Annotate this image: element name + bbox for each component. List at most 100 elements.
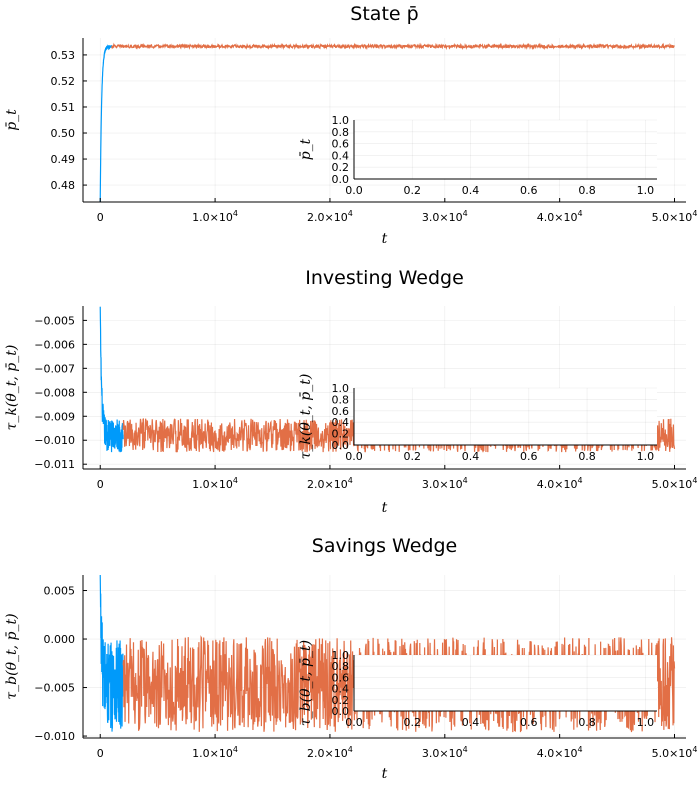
y-axis-label: τ_k(θ_t, p̄_t) [4, 345, 20, 431]
x-tick-exponent: 4 [463, 209, 468, 218]
x-tick-exponent: 4 [348, 745, 353, 754]
x-axis-label: t [382, 500, 388, 516]
x-tick-exponent: 4 [577, 476, 582, 485]
inset-y-tick-label: 1.0 [332, 649, 350, 662]
x-tick-exponent: 4 [233, 209, 238, 218]
inset-x-tick-label: 0.4 [462, 450, 480, 463]
x-tick-exponent: 4 [463, 476, 468, 485]
x-tick-label: 4.0×104 [537, 476, 583, 491]
x-tick-label: 3.0×104 [422, 745, 468, 760]
inset-axes: 0.0 0.2 0.4 0.6 0.8 1.00.00.20.40.60.81.0τ_k(… [298, 374, 657, 463]
x-tick-exponent: 4 [692, 476, 697, 485]
y-tick-label: −0.010 [34, 434, 75, 447]
y-tick-label: −0.009 [34, 410, 75, 423]
inset-y-tick-label: 0.2 [332, 694, 350, 707]
inset-background [354, 120, 657, 179]
x-tick-label: 5.0×104 [652, 745, 698, 760]
inset-x-tick-label: 0.8 [578, 716, 596, 729]
x-tick-label: 1.0×104 [192, 209, 238, 224]
y-tick-label: 0.48 [51, 179, 76, 192]
inset-y-tick-label: 0.8 [332, 660, 350, 673]
inset-x-tick-label: 0.0 [345, 716, 363, 729]
x-tick-exponent: 4 [233, 476, 238, 485]
y-tick-label: −0.005 [34, 682, 75, 695]
y-tick-label: −0.010 [34, 730, 75, 743]
x-tick-label: 4.0×104 [537, 745, 583, 760]
y-axis-label: τ_b(θ_t, p̄_t) [4, 613, 20, 699]
inset-y-tick-label: 0.2 [332, 161, 350, 174]
inset-y-tick-label: 0.4 [332, 683, 350, 696]
series-2-line [111, 42, 675, 51]
x-tick-label: 3.0×104 [422, 209, 468, 224]
panel-2: Investing Wedge 0 1.0×104 2.0×104 3.0×104 4.0… [4, 267, 697, 516]
y-tick-label: 0.51 [51, 101, 76, 114]
y-tick-label: −0.007 [34, 362, 75, 375]
x-tick-label: 1.0×104 [192, 476, 238, 491]
inset-y-axis-label: τ_b(θ_t, p̄_t) [298, 640, 314, 726]
inset-x-tick-label: 0.0 [345, 184, 363, 197]
inset-y-axis-label: τ_k(θ_t, p̄_t) [298, 374, 314, 460]
x-tick-exponent: 4 [233, 745, 238, 754]
x-axis-label: t [382, 766, 388, 782]
inset-y-tick-label: 0.2 [332, 428, 350, 441]
inset-x-tick-label: 1.0 [637, 450, 655, 463]
x-tick-label: 0 [97, 211, 104, 224]
panel-1: State p̄ 0 1.0×104 2.0×104 3.0×104 4.0×104 5.0… [4, 3, 697, 247]
x-tick-label: 2.0×104 [307, 476, 353, 491]
x-tick-exponent: 4 [348, 476, 353, 485]
x-tick-label: 0 [97, 478, 104, 491]
x-tick-label: 2.0×104 [307, 209, 353, 224]
inset-y-tick-label: 0.6 [332, 671, 350, 684]
inset-y-tick-label: 0.4 [332, 149, 350, 162]
inset-x-tick-label: 1.0 [637, 184, 655, 197]
x-tick-label: 5.0×104 [652, 476, 698, 491]
x-tick-label: 3.0×104 [422, 476, 468, 491]
y-tick-label: −0.008 [34, 386, 75, 399]
series-1-line [99, 574, 124, 732]
y-tick-label: 0.000 [44, 633, 76, 646]
inset-y-tick-label: 0.0 [332, 439, 350, 452]
y-axis-label: p̄_t [4, 109, 20, 131]
x-tick-exponent: 4 [463, 745, 468, 754]
chart-title: State p̄ [350, 3, 418, 25]
inset-x-tick-label: 1.0 [637, 716, 655, 729]
inset-x-tick-label: 0.8 [578, 184, 596, 197]
inset-y-tick-label: 0.4 [332, 416, 350, 429]
inset-y-tick-label: 0.0 [332, 705, 350, 718]
chart-title: Savings Wedge [312, 535, 457, 557]
inset-x-tick-label: 0.0 [345, 450, 363, 463]
series-1-line [99, 44, 113, 203]
inset-axes: 0.0 0.2 0.4 0.6 0.8 1.00.00.20.40.60.81.0p̄_t [298, 114, 657, 197]
x-tick-exponent: 4 [692, 745, 697, 754]
inset-x-tick-label: 0.6 [520, 450, 538, 463]
inset-x-tick-label: 0.4 [462, 184, 480, 197]
y-tick-label: −0.011 [34, 458, 75, 471]
inset-y-tick-label: 1.0 [332, 382, 350, 395]
inset-x-tick-label: 0.4 [462, 716, 480, 729]
x-tick-label: 4.0×104 [537, 209, 583, 224]
x-tick-exponent: 4 [348, 209, 353, 218]
inset-y-tick-label: 0.8 [332, 393, 350, 406]
inset-y-tick-label: 0.6 [332, 138, 350, 151]
x-tick-label: 5.0×104 [652, 209, 698, 224]
inset-background [354, 388, 657, 445]
x-tick-label: 1.0×104 [192, 745, 238, 760]
x-tick-label: 0 [97, 747, 104, 760]
x-tick-exponent: 4 [692, 209, 697, 218]
y-tick-label: 0.49 [51, 153, 76, 166]
inset-x-tick-label: 0.6 [520, 184, 538, 197]
inset-x-tick-label: 0.2 [404, 716, 422, 729]
x-tick-exponent: 4 [577, 209, 582, 218]
panel-3: Savings Wedge 0 1.0×104 2.0×104 3.0×104 4.0×1… [4, 535, 697, 782]
chart-title: Investing Wedge [305, 267, 464, 289]
inset-x-tick-label: 0.6 [520, 716, 538, 729]
series-1-line [99, 306, 124, 453]
inset-y-tick-label: 0.8 [332, 126, 350, 139]
y-tick-label: −0.005 [34, 314, 75, 327]
inset-y-tick-label: 0.6 [332, 405, 350, 418]
inset-x-tick-label: 0.2 [404, 184, 422, 197]
inset-y-tick-label: 1.0 [332, 114, 350, 127]
y-tick-label: 0.50 [51, 127, 76, 140]
x-tick-exponent: 4 [577, 745, 582, 754]
